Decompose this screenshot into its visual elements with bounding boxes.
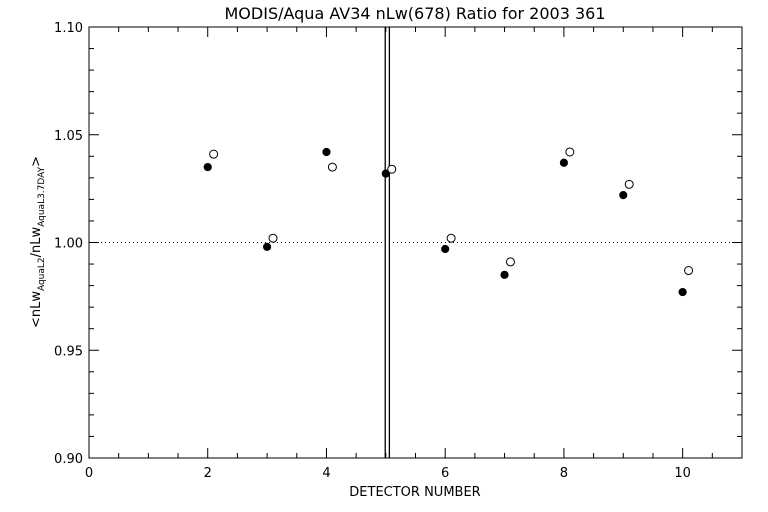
x-tick-label: 6	[441, 466, 449, 481]
data-point-open	[446, 233, 456, 243]
data-point-open	[684, 266, 694, 276]
y-axis-label: <nLwAquaL2/nLwAquaL3.7DAY>	[29, 156, 47, 328]
data-point-filled	[678, 287, 687, 297]
plot-area: 0 2 4 6 8 10 0.90 0.95 1.00 1.05 1.10	[54, 21, 743, 481]
y-label-sub1: AquaL2	[37, 257, 47, 291]
x-tick-label: 4	[322, 466, 330, 481]
x-tick-label: 2	[204, 466, 212, 481]
data-point-open	[268, 233, 278, 243]
data-point-filled	[203, 162, 212, 172]
plot-frame	[88, 26, 743, 459]
data-point-open	[327, 162, 337, 172]
data-point-open	[624, 179, 634, 189]
y-tick-label: 1.00	[54, 237, 83, 252]
data-point-open	[565, 147, 575, 157]
chart-title: MODIS/Aqua AV34 nLw(678) Ratio for 2003 …	[225, 4, 606, 23]
y-tick-label: 0.90	[54, 452, 83, 467]
y-label-sub2: AquaL3.7DAY	[37, 166, 47, 226]
data-point-open	[209, 149, 219, 159]
data-point-filled	[322, 147, 331, 157]
y-tick-label: 0.95	[54, 344, 83, 359]
y-label-suffix: >	[29, 156, 44, 167]
data-point-filled	[559, 158, 569, 167]
data-point-filled	[262, 242, 272, 251]
x-tick-label: 0	[85, 466, 93, 481]
y-tick-label: 1.05	[54, 129, 83, 144]
y-label-mid: /nLw	[29, 226, 44, 257]
data-point-open	[505, 257, 515, 267]
data-point-open	[387, 164, 397, 174]
x-tick-label: 8	[560, 466, 568, 481]
y-tick-label: 1.10	[54, 21, 83, 36]
data-point-filled	[441, 244, 450, 254]
data-point-filled	[381, 169, 390, 178]
y-label-prefix: <nLw	[29, 291, 44, 328]
data-point-filled	[500, 270, 509, 279]
x-axis-label: DETECTOR NUMBER	[349, 485, 480, 500]
data-point-filled	[619, 190, 628, 200]
x-tick-label: 10	[674, 466, 691, 481]
